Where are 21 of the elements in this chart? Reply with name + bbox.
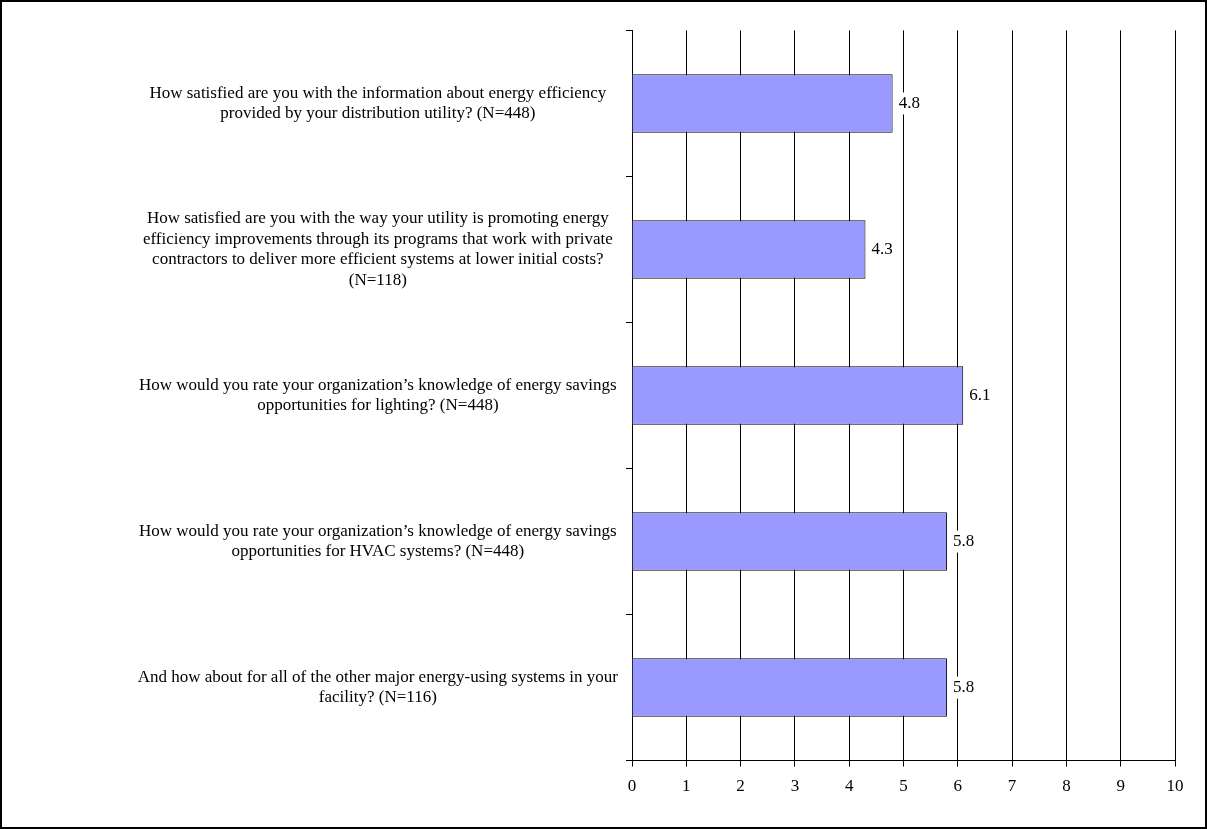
- x-tick-label: 8: [1062, 776, 1071, 796]
- x-tick-label: 6: [953, 776, 963, 796]
- x-tick-label: 10: [1166, 776, 1184, 796]
- data-label: 5.8: [952, 531, 975, 551]
- y-tick-label: How would you rate your organization’s knowledge of energy savings opportunities for lighting? (N=448): [139, 374, 617, 415]
- x-tick-label: 1: [682, 776, 691, 796]
- x-tick-label: 9: [1116, 776, 1125, 796]
- x-tick-label: 4: [844, 776, 854, 796]
- y-tick-label: And how about for all of the other major energy-using systems in your facility? (N=116): [137, 666, 619, 707]
- x-tick-label: 3: [790, 776, 800, 796]
- x-tick-label: 2: [736, 776, 745, 796]
- data-label: 5.8: [952, 677, 975, 697]
- x-tick-label: 5: [899, 776, 908, 796]
- data-label: 6.1: [969, 384, 991, 404]
- x-tick-label: 0: [627, 776, 637, 796]
- y-tick-label: How satisfied are you with the information about energy efficiency provided by your distribution utility? (N=448): [149, 82, 607, 123]
- x-tick-label: 7: [1007, 776, 1017, 796]
- data-label: 4.3: [871, 238, 893, 258]
- y-tick-label: How would you rate your organization’s knowledge of energy savings opportunities for HVAC systems? (N=448): [139, 520, 617, 561]
- data-label: 4.8: [898, 92, 920, 112]
- y-tick-label: How satisfied are you with the way your utility is promoting energy efficiency improvements through its programs that work with private contractors to deliver more efficient systems at lower initial costs? (N=118): [142, 208, 613, 289]
